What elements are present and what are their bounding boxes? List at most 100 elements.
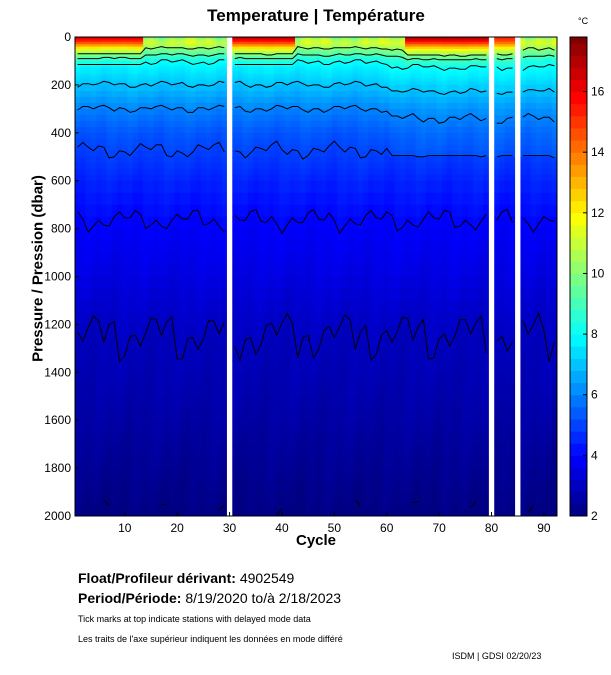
heatmap-cell: [174, 408, 181, 421]
heatmap-cell: [195, 56, 202, 60]
heatmap-cell: [200, 72, 207, 76]
heatmap-cell: [179, 348, 186, 361]
heatmap-cell: [106, 504, 113, 517]
heatmap-cell: [111, 90, 118, 98]
heatmap-cell: [137, 408, 144, 421]
heatmap-cell: [174, 56, 181, 60]
heatmap-cell: [284, 420, 291, 433]
heatmap-cell: [441, 48, 448, 52]
heatmap-cell: [258, 162, 265, 170]
heatmap-cell: [410, 360, 417, 373]
heatmap-cell: [195, 156, 202, 164]
heatmap-cell: [394, 312, 401, 325]
heatmap-cell: [253, 72, 259, 76]
heatmap-cell: [268, 144, 275, 152]
heatmap-cell: [394, 348, 401, 361]
heatmap-cell: [378, 504, 385, 517]
heatmap-cell: [431, 336, 437, 349]
heatmap-cell: [446, 228, 453, 242]
heatmap-cell: [158, 168, 165, 176]
heatmap-cell: [179, 156, 186, 164]
heatmap-cell: [279, 504, 286, 517]
heatmap-cell: [200, 90, 207, 98]
heatmap-cell: [363, 384, 369, 397]
heatmap-cell: [263, 372, 270, 385]
heatmap-cell: [185, 75, 191, 79]
heatmap-cell: [174, 96, 181, 104]
heatmap-cell: [368, 56, 375, 60]
heatmap-cell: [137, 41, 144, 45]
heatmap-cell: [368, 444, 375, 457]
heatmap-cell: [457, 456, 464, 469]
heatmap-cell: [378, 168, 385, 176]
heatmap-cell: [253, 336, 259, 349]
heatmap-cell: [111, 312, 118, 325]
heatmap-cell: [446, 102, 453, 110]
heatmap-cell: [284, 44, 291, 48]
heatmap-cell: [473, 39, 479, 43]
heatmap-cell: [289, 300, 296, 313]
heatmap-cell: [305, 63, 312, 67]
heatmap-cell: [478, 37, 485, 40]
heatmap-cell: [279, 384, 286, 397]
heatmap-cell: [352, 51, 359, 55]
heatmap-cell: [357, 408, 364, 421]
heatmap-cell: [389, 360, 396, 373]
heatmap-cell: [483, 324, 490, 337]
heatmap-cell: [221, 84, 228, 92]
heatmap-cell: [352, 492, 359, 505]
heatmap-cell: [342, 288, 348, 301]
heatmap-cell: [95, 396, 102, 409]
heatmap-cell: [326, 420, 333, 433]
heatmap-cell: [221, 468, 228, 481]
heatmap-cell: [80, 174, 86, 182]
heatmap-cell: [258, 114, 265, 122]
heatmap-cell: [373, 288, 380, 301]
heatmap-cell: [211, 75, 217, 79]
heatmap-cell: [90, 58, 97, 62]
heatmap-cell: [446, 252, 453, 266]
heatmap-cell: [205, 41, 212, 45]
heatmap-cell: [185, 204, 191, 218]
heatmap-cell: [85, 204, 92, 218]
heatmap-cell: [132, 82, 139, 86]
heatmap-cell: [253, 70, 259, 74]
heatmap-cell: [179, 504, 186, 517]
heatmap-cell: [247, 120, 254, 128]
heatmap-cell: [122, 252, 128, 266]
heatmap-cell: [336, 75, 343, 79]
heatmap-cell: [179, 192, 186, 206]
heatmap-cell: [457, 37, 464, 40]
heatmap-cell: [457, 444, 464, 457]
heatmap-cell: [478, 102, 485, 110]
heatmap-cell: [316, 60, 322, 64]
heatmap-cell: [122, 132, 128, 140]
heatmap-cell: [305, 276, 312, 289]
heatmap-cell: [483, 120, 490, 128]
heatmap-cell: [143, 65, 149, 69]
heatmap-cell: [394, 132, 401, 140]
heatmap-cell: [321, 90, 327, 98]
heatmap-cell: [478, 80, 485, 84]
heatmap-cell: [431, 504, 437, 517]
heatmap-cell: [441, 174, 448, 182]
heatmap-cell: [80, 168, 86, 176]
heatmap-cell: [462, 77, 469, 81]
heatmap-cell: [242, 60, 249, 64]
heatmap-cell: [195, 312, 202, 325]
heatmap-cell: [242, 396, 249, 409]
heatmap-cell: [205, 432, 212, 445]
heatmap-cell: [164, 70, 170, 74]
heatmap-cell: [143, 120, 149, 128]
heatmap-cell: [478, 228, 485, 242]
heatmap-cell: [473, 384, 479, 397]
heatmap-cell: [253, 174, 259, 182]
heatmap-cell: [441, 228, 448, 242]
heatmap-cell: [148, 75, 155, 79]
heatmap-cell: [457, 168, 464, 176]
heatmap-cell: [457, 51, 464, 55]
heatmap-cell: [326, 456, 333, 469]
heatmap-cell: [342, 336, 348, 349]
heatmap-cell: [221, 96, 228, 104]
heatmap-cell: [153, 48, 160, 52]
